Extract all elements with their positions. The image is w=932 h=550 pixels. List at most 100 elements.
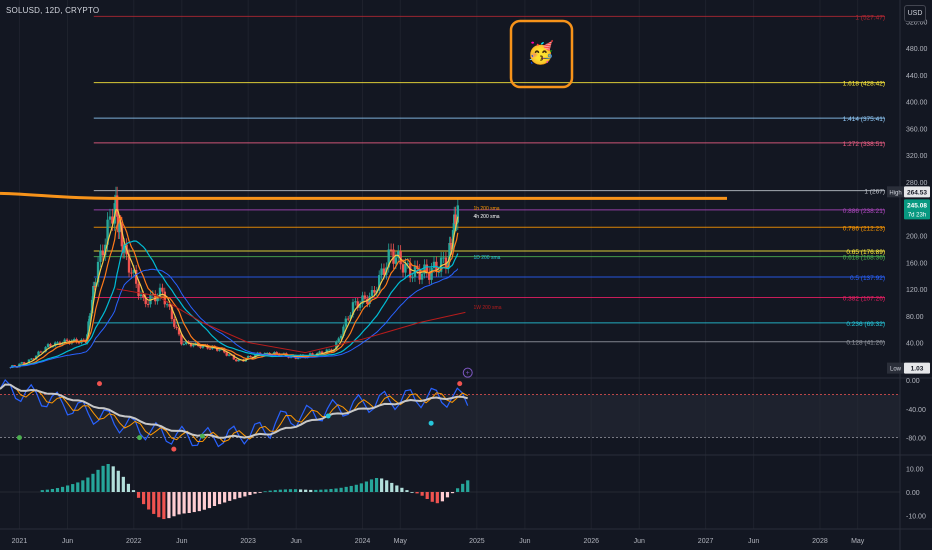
hist-bar — [50, 488, 55, 492]
add-marker-icon — [462, 367, 473, 378]
candle-body — [168, 304, 171, 307]
hist-tick-label: 10.00 — [906, 467, 924, 474]
candle-body — [308, 353, 312, 356]
hist-bar — [238, 492, 242, 498]
ma-cyan-line — [9, 240, 459, 369]
candle-body — [337, 338, 340, 342]
hist-bar — [369, 479, 374, 492]
price-badges: High 264.53 245.08 7d 23h Low 1.03 — [887, 186, 930, 374]
candle-body — [449, 243, 452, 245]
price-badge-bg — [904, 362, 930, 374]
hist-bar — [101, 465, 105, 492]
candle-body — [387, 249, 390, 268]
candle-body — [418, 269, 421, 280]
osc-tick-label: -40.00 — [906, 407, 926, 414]
candle-body — [320, 351, 324, 354]
candle-body — [218, 349, 221, 351]
hist-bar — [440, 492, 445, 502]
hist-bar — [329, 488, 333, 492]
candle-body — [154, 293, 157, 302]
price-tick-label: 280.00 — [906, 180, 928, 187]
fib-label: 1.414 (375.41) — [843, 116, 885, 123]
badge-label-bg — [887, 362, 904, 374]
candle-body — [106, 219, 109, 245]
hist-bar — [344, 486, 348, 492]
candle-body — [144, 297, 147, 304]
candle-body — [192, 344, 195, 347]
fib-label: 0.128 (41.26) — [846, 340, 885, 347]
fib-label: 0.786 (212.23) — [843, 225, 885, 232]
hist-bar — [319, 489, 323, 492]
hist-bar — [435, 492, 439, 504]
chart-grid — [18, 0, 859, 529]
osc-signal-dot — [96, 381, 102, 387]
candle-body — [65, 339, 69, 342]
candle-body — [170, 306, 174, 320]
candle-body — [246, 355, 250, 360]
chart-title: SOLUSD, 12D, CRYPTO — [6, 6, 100, 15]
price-badge-value: 264.53 — [907, 189, 927, 196]
candle-body — [142, 294, 145, 298]
candle-body — [149, 294, 152, 305]
hist-bar — [349, 485, 353, 492]
candle-body — [425, 264, 429, 273]
price-tick-label: 320.00 — [906, 153, 928, 160]
hist-bar — [71, 484, 75, 492]
candle-body — [49, 344, 52, 347]
candle-body — [75, 339, 78, 343]
candle-body — [327, 349, 331, 351]
hist-bar — [395, 485, 399, 492]
currency-button[interactable]: USD — [904, 5, 926, 22]
hist-bar — [420, 492, 424, 496]
candle-body — [411, 277, 414, 279]
candle-body — [215, 347, 219, 351]
hist-bar — [157, 492, 161, 518]
time-tick-label: 2026 — [583, 538, 599, 545]
candle-body — [275, 352, 278, 354]
hist-bar — [354, 484, 358, 492]
hist-bar — [187, 492, 191, 513]
candle-body — [394, 257, 398, 264]
fib-label: 0.5 (137.92) — [850, 275, 885, 282]
hist-bar — [212, 492, 217, 506]
hist-bar — [60, 486, 65, 492]
candle-body — [442, 257, 445, 259]
hist-bar — [263, 491, 267, 493]
candle-body — [77, 342, 81, 344]
hist-bar — [207, 492, 212, 509]
hist-bar — [81, 480, 85, 492]
candle-body — [377, 275, 381, 291]
fib-label: 1.618 (428.42) — [843, 81, 885, 88]
candle-body — [37, 351, 40, 356]
price-badge-bg — [904, 199, 930, 220]
hist-bar — [142, 492, 146, 505]
hist-bar — [223, 492, 227, 503]
hist-bar — [410, 492, 414, 493]
candle-body — [123, 244, 126, 253]
hist-bar — [415, 492, 419, 494]
price-badge-sub: 7d 23h — [908, 212, 926, 218]
ma-blue-line — [9, 268, 459, 369]
candle-body — [161, 287, 164, 292]
candle-body — [380, 268, 383, 276]
hist-bar — [339, 487, 343, 492]
hist-bar — [304, 489, 308, 492]
candle-body — [156, 297, 159, 302]
candle-body — [82, 339, 85, 341]
price-tick-label: 480.00 — [906, 46, 928, 53]
hist-bar — [461, 483, 465, 492]
hist-bar — [121, 476, 125, 492]
hist-bar — [400, 487, 404, 492]
hist-bar — [364, 481, 369, 492]
hist-bar — [197, 492, 201, 512]
candle-body — [89, 313, 93, 316]
candle-body — [428, 272, 431, 280]
candle-body — [356, 301, 359, 308]
candle-body — [325, 349, 328, 354]
candle-body — [354, 301, 357, 303]
candle-body — [158, 287, 162, 298]
ma-label: 1W 200 sma — [473, 305, 501, 311]
candle-body — [349, 314, 352, 319]
